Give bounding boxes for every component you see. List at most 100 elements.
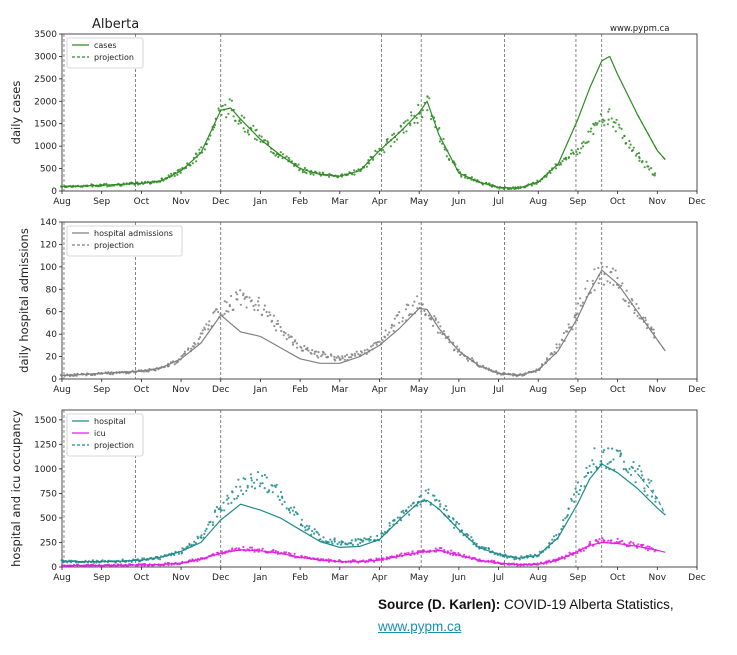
- x-tick-label: Oct: [134, 197, 150, 207]
- data-point: [594, 121, 597, 125]
- data-point: [267, 141, 270, 144]
- data-point: [359, 169, 362, 172]
- x-tick-label: Mar: [331, 385, 348, 395]
- data-point: [287, 156, 290, 160]
- data-point: [174, 171, 177, 175]
- data-point: [363, 352, 366, 355]
- data-point: [269, 314, 272, 317]
- data-point: [396, 516, 399, 519]
- data-point: [281, 153, 284, 156]
- data-point: [363, 537, 366, 540]
- data-point: [369, 535, 372, 538]
- data-point: [436, 548, 439, 551]
- data-point: [551, 559, 555, 563]
- data-point: [371, 344, 374, 347]
- data-point: [462, 354, 465, 357]
- data-point: [410, 114, 413, 117]
- data-point: [523, 556, 526, 559]
- data-point: [424, 500, 428, 503]
- data-point: [625, 141, 628, 145]
- data-point: [551, 538, 554, 541]
- data-point: [634, 481, 637, 484]
- data-point: [535, 368, 538, 371]
- data-point: [220, 509, 223, 512]
- data-point: [633, 309, 637, 312]
- x-tick-label: Aug: [53, 385, 71, 395]
- data-point: [334, 560, 337, 563]
- data-point: [515, 557, 518, 560]
- data-point: [490, 559, 493, 562]
- data-point: [638, 317, 641, 320]
- data-point: [443, 332, 446, 336]
- data-point: [598, 542, 601, 545]
- data-point: [526, 556, 529, 559]
- data-point: [382, 149, 385, 152]
- data-point: [574, 487, 577, 490]
- data-point: [122, 182, 125, 185]
- data-point: [237, 122, 240, 125]
- data-point: [109, 184, 112, 187]
- data-point: [406, 119, 409, 122]
- data-point: [265, 551, 268, 554]
- data-point: [648, 545, 651, 548]
- data-point: [275, 153, 278, 156]
- data-point: [193, 540, 196, 543]
- data-point: [496, 186, 499, 189]
- data-point: [636, 314, 639, 317]
- data-point: [511, 555, 514, 559]
- data-point: [250, 127, 253, 130]
- data-point: [291, 343, 295, 346]
- source-link[interactable]: www.pypm.ca: [378, 619, 462, 634]
- data-point: [100, 184, 103, 187]
- data-point: [420, 310, 423, 313]
- data-point: [131, 563, 134, 566]
- data-point: [384, 143, 388, 146]
- y-tick-label: 0: [51, 187, 57, 197]
- data-point: [606, 541, 609, 544]
- data-point: [548, 358, 551, 361]
- data-point: [631, 299, 634, 302]
- data-point: [330, 559, 333, 562]
- data-point: [416, 295, 419, 298]
- data-point: [481, 559, 484, 562]
- data-point: [648, 168, 651, 171]
- data-point: [150, 368, 153, 371]
- data-point: [548, 542, 551, 545]
- data-point: [196, 560, 199, 563]
- data-point: [599, 460, 602, 463]
- data-point: [565, 515, 569, 518]
- data-point: [567, 156, 570, 159]
- data-point: [565, 158, 568, 161]
- data-point: [282, 552, 285, 555]
- data-point: [439, 331, 442, 334]
- data-point: [645, 160, 648, 163]
- data-point: [554, 558, 557, 561]
- data-point: [482, 546, 485, 549]
- data-point: [416, 121, 419, 124]
- data-point: [564, 330, 568, 333]
- data-point: [563, 157, 566, 160]
- data-point: [326, 356, 329, 359]
- data-point: [269, 150, 273, 153]
- data-point: [179, 562, 182, 565]
- data-point: [278, 552, 282, 555]
- data-point: [230, 109, 233, 112]
- data-point: [511, 186, 515, 189]
- data-point: [533, 182, 536, 185]
- y-tick-label: 20: [46, 353, 58, 363]
- data-point: [538, 550, 542, 553]
- data-point: [188, 164, 191, 167]
- data-point: [496, 561, 499, 564]
- x-tick-label: Aug: [53, 573, 71, 583]
- data-point: [555, 167, 558, 170]
- data-point: [423, 101, 426, 104]
- data-point: [458, 522, 461, 525]
- data-point: [285, 155, 288, 158]
- data-point: [509, 373, 512, 376]
- data-point: [347, 560, 350, 563]
- data-point: [199, 332, 202, 335]
- data-point: [345, 173, 348, 176]
- data-point: [637, 543, 640, 546]
- data-point: [333, 537, 336, 540]
- data-point: [562, 525, 565, 528]
